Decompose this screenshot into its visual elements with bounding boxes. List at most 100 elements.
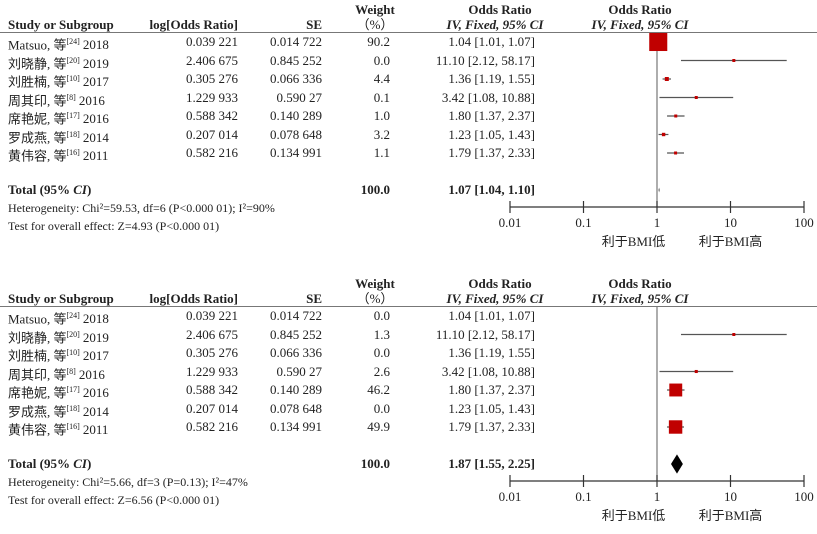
forest-plot-svg [509, 32, 805, 213]
study-se: 0.014 722 [270, 34, 322, 49]
header-study: Study or Subgroup [8, 17, 114, 32]
study-log-or: 0.305 276 [186, 71, 238, 86]
study-ref: [10] [66, 348, 80, 357]
study-name: 周其印, 等[8] 2016 [8, 90, 105, 108]
study-se: 0.078 648 [270, 400, 322, 416]
study-year: 2014 [82, 129, 109, 145]
study-author: 刘晓静, 等 [8, 55, 67, 71]
study-weight: 0.0 [373, 308, 390, 323]
study-year: 2017 [82, 348, 109, 364]
study-ref: [17] [66, 111, 80, 120]
study-se: 0.014 722 [270, 308, 322, 323]
study-marker [732, 333, 736, 336]
study-name: 席艳妮, 等[17] 2016 [8, 382, 109, 400]
header-log-or: log[Odds Ratio] [149, 291, 238, 306]
study-se: 0.066 336 [270, 71, 322, 86]
study-or-ci: 1.80 [1.37, 2.37] [448, 108, 535, 123]
header-se: SE [306, 291, 322, 306]
study-or-ci: 3.42 [1.08, 10.88] [441, 363, 535, 379]
total-label: Total (95% CI) [8, 182, 91, 197]
study-year: 2011 [82, 422, 109, 438]
total-weight: 100.0 [360, 456, 390, 471]
header-weight: Weight [355, 276, 395, 291]
x-tick-label: 100 [794, 489, 814, 504]
x-tick-label: 0.1 [575, 489, 592, 504]
study-se: 0.134 991 [270, 419, 322, 434]
study-marker [694, 96, 698, 99]
study-ref: [8] [66, 92, 76, 102]
study-name: 罗成燕, 等[18] 2014 [8, 127, 109, 145]
study-se: 0.845 252 [270, 326, 322, 342]
x-tick-label: 1 [653, 215, 661, 230]
study-weight: 0.0 [373, 52, 390, 68]
x-tick-label: 10 [724, 489, 737, 504]
study-se: 0.140 289 [270, 108, 322, 123]
forest-plot-svg [509, 307, 805, 487]
x-tick-label: 10 [724, 215, 737, 230]
study-author: 刘胜楠, 等 [8, 74, 67, 90]
study-or-ci: 11.10 [2.12, 58.17] [435, 52, 535, 68]
study-se: 0.140 289 [270, 382, 322, 397]
header-plot: Odds Ratio [608, 2, 672, 17]
forest-plot-bottom: Study or Subgroup log[Odds Ratio] SE Weight… [0, 274, 817, 534]
study-name: 席艳妮, 等[17] 2016 [8, 108, 109, 126]
total-label-ci: CI [73, 456, 87, 471]
study-or-ci: 3.42 [1.08, 10.88] [441, 89, 535, 105]
study-year: 2018 [82, 37, 109, 53]
study-weight: 1.1 [373, 145, 390, 160]
study-or-ci: 1.79 [1.37, 2.33] [448, 145, 535, 160]
study-name: 刘晓静, 等[20] 2019 [8, 53, 109, 71]
header-divider [0, 32, 817, 33]
forest-plot-top: Study or Subgroup log[Odds Ratio] SE Weight… [0, 0, 817, 260]
study-or-ci: 1.36 [1.19, 1.55] [448, 71, 535, 86]
study-author: 黄伟容, 等 [8, 422, 67, 438]
total-label-end: ) [86, 456, 92, 471]
header-or: Odds Ratio [468, 276, 532, 291]
study-ref: [18] [66, 129, 80, 139]
study-year: 2018 [82, 311, 109, 327]
study-log-or: 0.039 221 [186, 308, 238, 323]
study-year: 2019 [82, 55, 109, 71]
study-or-ci: 1.04 [1.01, 1.07] [448, 308, 535, 323]
study-author: 罗成燕, 等 [8, 403, 67, 419]
total-label-text: Total (95% [8, 456, 74, 471]
study-author: 席艳妮, 等 [8, 385, 67, 401]
header-weight-unit: （%） [356, 291, 394, 306]
study-log-or: 1.229 933 [186, 363, 238, 379]
header-plot-method: IV, Fixed, 95% CI [591, 17, 689, 32]
favours-right-label: 利于BMI高 [698, 234, 763, 249]
study-name: 罗成燕, 等[18] 2014 [8, 401, 109, 419]
header-log-or: log[Odds Ratio] [149, 17, 238, 32]
study-year: 2011 [82, 148, 109, 164]
total-diamond [670, 454, 683, 474]
study-or-ci: 1.80 [1.37, 2.37] [448, 382, 535, 397]
study-weight: 2.6 [373, 363, 390, 379]
study-or-ci: 11.10 [2.12, 58.17] [435, 326, 535, 342]
study-weight: 46.2 [367, 382, 390, 397]
study-se: 0.845 252 [270, 52, 322, 68]
study-se: 0.590 27 [276, 363, 323, 379]
study-ref: [17] [66, 385, 80, 394]
total-label-end: ) [86, 182, 92, 197]
study-weight: 0.0 [373, 345, 390, 360]
x-tick-label: 0.01 [498, 215, 522, 230]
study-weight: 49.9 [367, 419, 390, 434]
study-weight: 90.2 [367, 34, 390, 49]
study-author: 刘晓静, 等 [8, 329, 67, 345]
study-log-or: 2.406 675 [186, 52, 238, 68]
study-log-or: 0.588 342 [186, 382, 238, 397]
study-ref: [20] [66, 55, 80, 65]
study-ref: [20] [66, 329, 80, 339]
study-marker [661, 132, 666, 137]
study-author: Matsuo, 等 [8, 311, 67, 327]
x-tick-label: 100 [794, 215, 814, 230]
favours-right-label: 利于BMI高 [698, 508, 763, 523]
study-author: 周其印, 等 [8, 366, 67, 382]
study-ref: [18] [66, 403, 80, 413]
study-name: 刘胜楠, 等[10] 2017 [8, 345, 109, 363]
study-author: 席艳妮, 等 [8, 111, 67, 127]
study-ref: [24] [66, 37, 80, 46]
study-ref: [8] [66, 366, 76, 376]
study-log-or: 0.039 221 [186, 34, 238, 49]
study-author: 刘胜楠, 等 [8, 348, 67, 364]
